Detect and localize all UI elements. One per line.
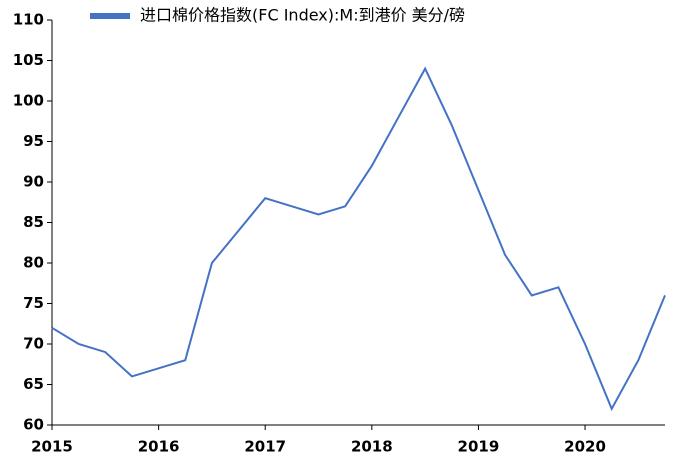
- y-tick-label: 65: [23, 375, 44, 393]
- y-tick-label: 90: [23, 173, 44, 191]
- x-tick-label: 2019: [458, 438, 500, 456]
- x-tick-label: 2017: [244, 438, 286, 456]
- x-tick-label: 2020: [564, 438, 606, 456]
- y-tick-label: 70: [23, 335, 44, 353]
- x-tick-label: 2015: [31, 438, 73, 456]
- y-tick-label: 105: [13, 51, 44, 69]
- x-tick-label: 2018: [351, 438, 393, 456]
- legend-label: 进口棉价格指数(FC Index):M:到港价 美分/磅: [140, 6, 465, 25]
- y-tick-label: 110: [13, 11, 44, 29]
- y-tick-label: 75: [23, 294, 44, 312]
- series-line: [51, 66, 666, 412]
- y-tick-label: 95: [23, 132, 44, 150]
- y-tick-label: 60: [23, 416, 44, 434]
- y-tick-label: 85: [23, 213, 44, 231]
- y-tick-label: 80: [23, 254, 44, 272]
- x-tick-label: 2016: [138, 438, 180, 456]
- y-tick-label: 100: [13, 92, 44, 110]
